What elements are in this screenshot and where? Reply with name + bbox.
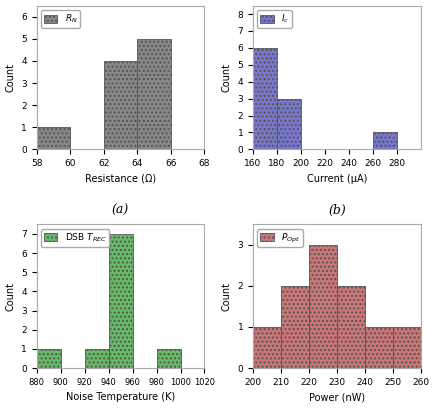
X-axis label: Current (μA): Current (μA) bbox=[306, 174, 366, 184]
Legend: $P_{Opt}$: $P_{Opt}$ bbox=[257, 229, 302, 247]
Bar bbox=[336, 286, 364, 368]
Text: (b): (b) bbox=[327, 204, 345, 217]
Bar bbox=[108, 234, 132, 368]
Bar bbox=[308, 245, 336, 368]
Bar bbox=[84, 349, 108, 368]
Legend: $I_c$: $I_c$ bbox=[257, 10, 291, 28]
Bar bbox=[156, 349, 180, 368]
Bar bbox=[137, 39, 171, 149]
Y-axis label: Count: Count bbox=[221, 282, 231, 311]
Bar bbox=[372, 133, 396, 149]
Legend: $\mathrm{DSB}\ T_{REC}$: $\mathrm{DSB}\ T_{REC}$ bbox=[41, 229, 109, 247]
Text: (a): (a) bbox=[112, 204, 129, 217]
Bar bbox=[253, 48, 276, 149]
Y-axis label: Count: Count bbox=[221, 63, 231, 92]
Bar bbox=[364, 327, 392, 368]
Bar bbox=[392, 327, 420, 368]
X-axis label: Resistance (Ω): Resistance (Ω) bbox=[85, 174, 156, 184]
Y-axis label: Count: Count bbox=[6, 282, 16, 311]
Bar bbox=[280, 286, 308, 368]
X-axis label: Noise Temperature (K): Noise Temperature (K) bbox=[66, 392, 175, 402]
Bar bbox=[104, 61, 137, 149]
Bar bbox=[36, 349, 60, 368]
Bar bbox=[276, 99, 300, 149]
Bar bbox=[36, 127, 70, 149]
Legend: $R_N$: $R_N$ bbox=[41, 10, 80, 28]
Y-axis label: Count: Count bbox=[6, 63, 16, 92]
X-axis label: Power (nW): Power (nW) bbox=[308, 392, 364, 402]
Bar bbox=[253, 327, 280, 368]
